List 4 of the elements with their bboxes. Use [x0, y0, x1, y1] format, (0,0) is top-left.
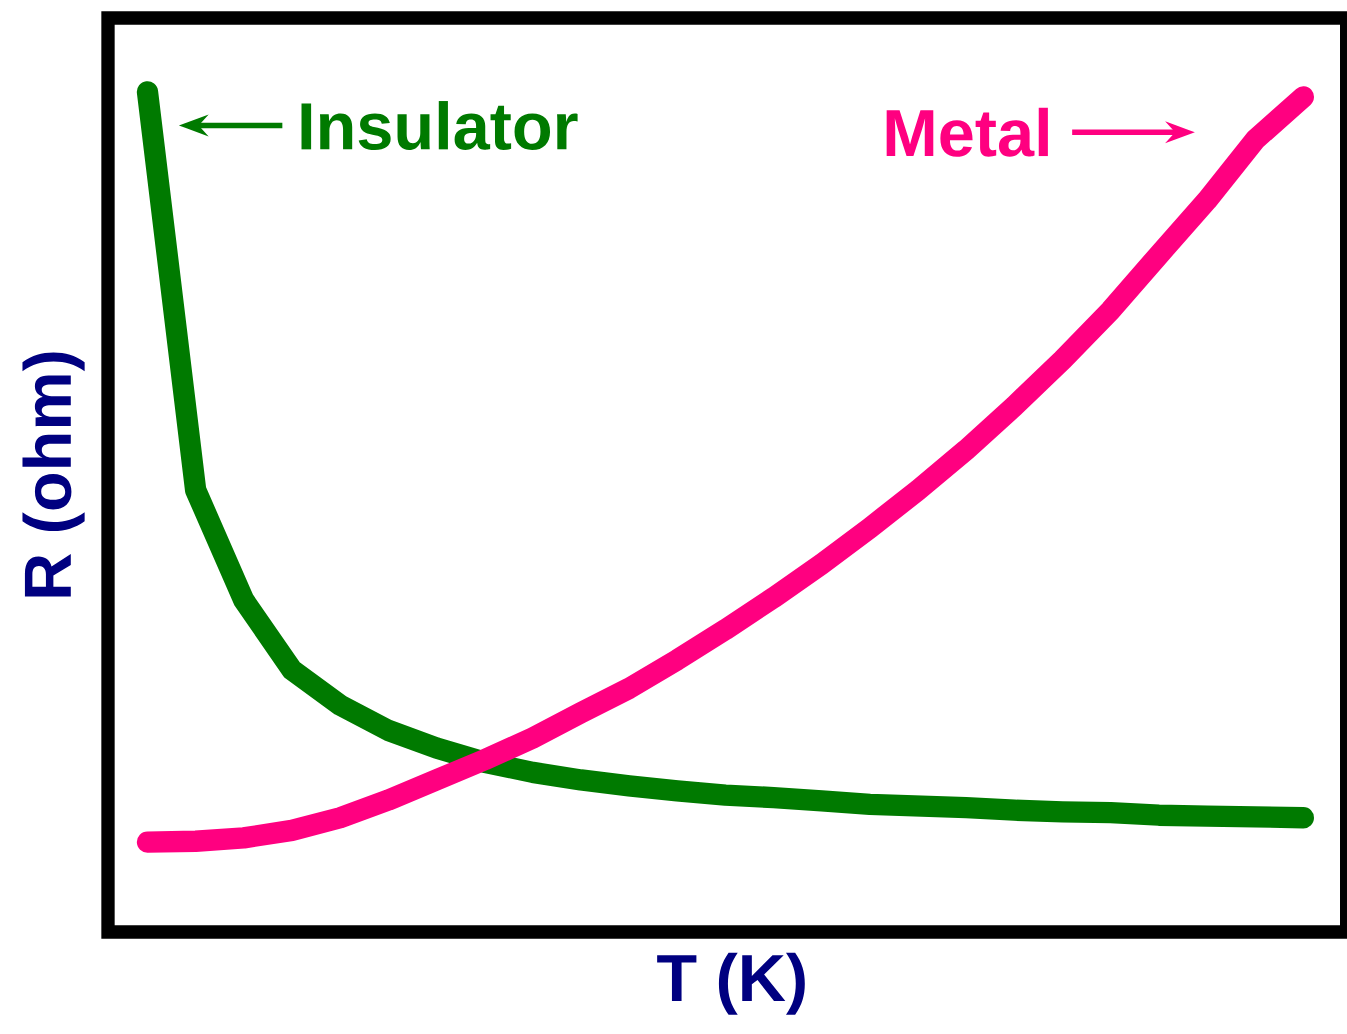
- x-axis-title: T (K): [657, 952, 805, 1015]
- y-axis-title: R (ohm): [22, 352, 85, 597]
- text: Metal: [886, 107, 1048, 157]
- legend-label: Insulator: [301, 101, 578, 150]
